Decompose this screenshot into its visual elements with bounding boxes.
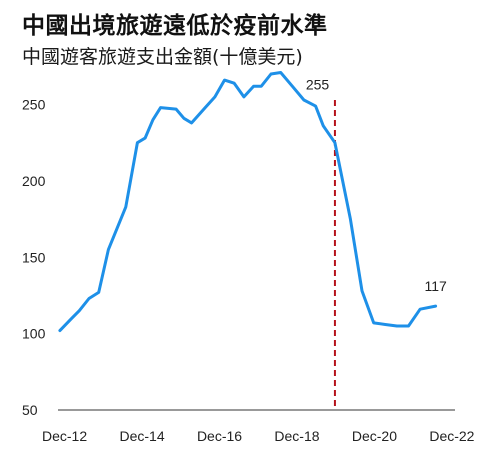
data-point <box>87 297 90 300</box>
data-point <box>58 329 61 332</box>
annotations: 255 117 <box>306 76 447 294</box>
y-tick-label: 200 <box>22 173 46 189</box>
x-tick-label: Dec-22 <box>429 428 474 444</box>
data-point <box>159 106 162 109</box>
data-point <box>190 121 193 124</box>
y-tick-label: 100 <box>22 326 46 342</box>
data-point <box>270 73 273 76</box>
data-point <box>260 85 263 88</box>
series-line <box>58 71 438 333</box>
data-point <box>361 289 364 292</box>
data-point <box>395 325 398 328</box>
data-point <box>78 309 81 312</box>
data-point <box>144 137 147 140</box>
data-point <box>419 308 422 311</box>
data-point <box>182 117 185 120</box>
data-point <box>107 248 110 251</box>
x-tick-label: Dec-14 <box>119 428 164 444</box>
chart-subtitle: 中國遊客旅遊支出金額(十億美元) <box>22 46 303 68</box>
data-point <box>204 106 207 109</box>
data-point <box>242 95 245 98</box>
data-point <box>333 141 336 144</box>
data-point <box>223 79 226 82</box>
data-point <box>314 105 317 108</box>
series-points <box>58 71 437 332</box>
data-point <box>233 82 236 85</box>
x-tick-label: Dec-12 <box>42 428 87 444</box>
data-point <box>279 71 282 74</box>
data-point <box>434 305 437 308</box>
data-point <box>252 85 255 88</box>
data-point <box>349 218 352 221</box>
x-axis-ticks: Dec-12 Dec-14 Dec-16 Dec-18 Dec-20 Dec-22 <box>42 428 475 444</box>
annotation-label: 117 <box>424 278 447 294</box>
data-point <box>97 291 100 294</box>
data-point <box>124 205 127 208</box>
x-tick-label: Dec-20 <box>352 428 397 444</box>
y-axis-ticks: 50 100 150 200 250 <box>22 97 46 418</box>
y-tick-label: 250 <box>22 97 46 113</box>
data-point <box>372 321 375 324</box>
data-point <box>213 95 216 98</box>
data-point <box>151 118 154 121</box>
data-point <box>70 317 73 320</box>
chart-title: 中國出境旅遊遠低於疫前水準 <box>22 13 328 39</box>
y-tick-label: 50 <box>22 402 38 418</box>
data-point <box>175 108 178 111</box>
x-tick-label: Dec-18 <box>274 428 319 444</box>
data-point <box>291 85 294 88</box>
data-point <box>407 325 410 328</box>
data-point <box>302 98 305 101</box>
y-tick-label: 150 <box>22 249 46 265</box>
x-tick-label: Dec-16 <box>197 428 242 444</box>
data-point <box>322 124 325 127</box>
data-point <box>384 323 387 326</box>
data-point <box>136 141 139 144</box>
annotation-label: 255 <box>306 76 330 92</box>
